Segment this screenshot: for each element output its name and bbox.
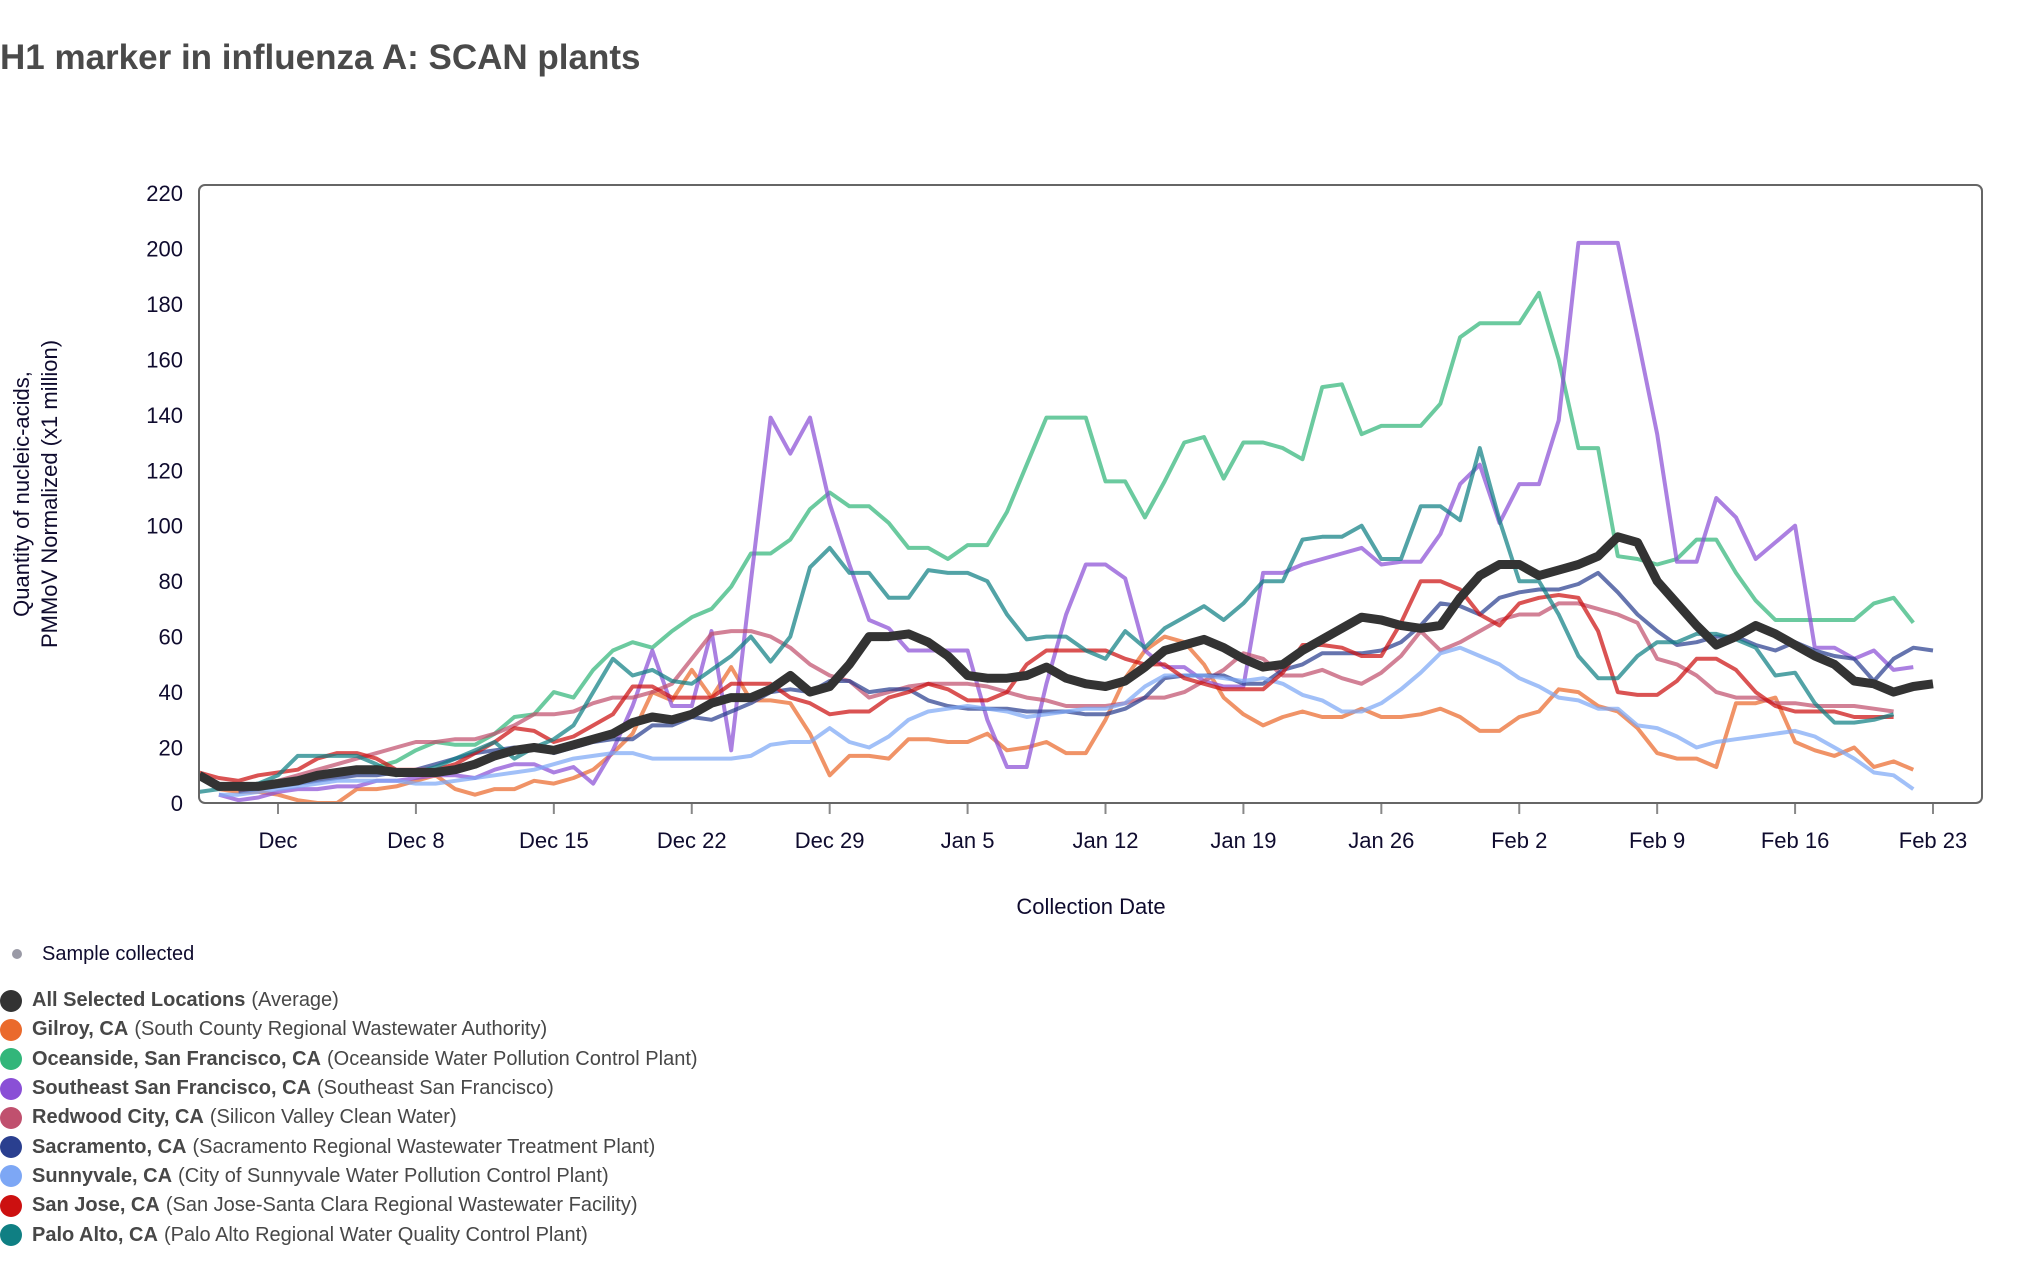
legend-item[interactable]: Southeast San Francisco, CA (Southeast Sa… [0, 1074, 698, 1103]
legend-location-name: All Selected Locations [32, 989, 246, 1012]
legend-item[interactable]: Gilroy, CA (South County Regional Wastewa… [0, 1015, 698, 1044]
legend-color-dot-icon [0, 1048, 22, 1071]
legend-item[interactable]: Palo Alto, CA (Palo Alto Regional Water Q… [0, 1220, 698, 1249]
legend-location-name: Gilroy, CA [32, 1018, 129, 1041]
x-tick-label: Jan 5 [941, 828, 995, 853]
series-layer [199, 240, 1934, 803]
y-tick-label: 80 [159, 569, 183, 594]
line-chart: Quantity of nucleic-acids, PMMoV Normaliz… [9, 181, 1983, 919]
y-axis: 0 20 40 60 80 100 120 140 160 180 200 220 [146, 181, 183, 816]
x-tick-label: Jan 19 [1210, 828, 1276, 853]
legend-location-name: Sacramento, CA [32, 1135, 187, 1158]
y-tick-label: 20 [159, 736, 183, 761]
legend-facility-name: (South County Regional Wastewater Author… [134, 1018, 548, 1041]
x-axis: Dec Dec 8 Dec 15 Dec 22 Dec 29 Jan 5 Jan 12 Jan… [258, 803, 1967, 853]
legend-color-dot-icon [0, 1018, 22, 1041]
x-tick-label: Dec 22 [657, 828, 727, 853]
x-tick-label: Dec 29 [795, 828, 865, 853]
legend-color-dot-icon [0, 989, 22, 1012]
legend-item[interactable]: San Jose, CA (San Jose-Santa Clara Region… [0, 1191, 698, 1220]
legend-location-name: San Jose, CA [32, 1194, 160, 1217]
plot-frame [198, 184, 1983, 804]
y-tick-label: 160 [146, 347, 183, 372]
x-tick-label: Dec [258, 828, 297, 853]
x-tick-label: Feb 9 [1629, 828, 1685, 853]
y-tick-label: 120 [146, 458, 183, 483]
legend-item[interactable]: Sunnyvale, CA (City of Sunnyvale Water Po… [0, 1162, 698, 1191]
legend-item[interactable]: All Selected Locations (Average) [0, 986, 698, 1015]
y-axis-title: Quantity of nucleic-acids, PMMoV Normaliz… [9, 340, 62, 648]
legend-item[interactable]: Sacramento, CA (Sacramento Regional Waste… [0, 1132, 698, 1161]
legend-color-dot-icon [0, 1224, 22, 1247]
series-line-sunnyvale-ca[interactable] [218, 645, 1915, 797]
y-tick-label: 180 [146, 292, 183, 317]
y-tick-label: 140 [146, 403, 183, 428]
legend-location-name: Oceanside, San Francisco, CA [32, 1047, 321, 1070]
legend-item[interactable]: Oceanside, San Francisco, CA (Oceanside W… [0, 1045, 698, 1074]
x-axis-title: Collection Date [1016, 894, 1165, 919]
y-tick-label: 40 [159, 680, 183, 705]
legend: Sample collected All Selected Locations(… [0, 940, 698, 1250]
legend-facility-name: (City of Sunnyvale Water Pollution Contr… [178, 1164, 609, 1187]
legend-facility-name: (Southeast San Francisco) [316, 1077, 554, 1100]
legend-color-dot-icon [0, 1106, 22, 1129]
x-tick-label: Feb 16 [1761, 828, 1830, 853]
y-axis-title-line: PMMoV Normalized (x1 million) [37, 340, 62, 648]
legend-location-name: Sunnyvale, CA [32, 1164, 173, 1187]
legend-location-name: Palo Alto, CA [32, 1223, 158, 1246]
x-tick-label: Jan 26 [1348, 828, 1414, 853]
chart-title: H1 marker in influenza A: SCAN plants [0, 38, 641, 77]
y-tick-label: 200 [146, 236, 183, 261]
legend-item[interactable]: Redwood City, CA (Silicon Valley Clean Wa… [0, 1103, 698, 1132]
y-tick-label: 220 [146, 181, 183, 206]
series-line-oceanside-san-francisco-ca[interactable] [238, 290, 1915, 789]
legend-color-dot-icon [0, 1165, 22, 1188]
x-tick-label: Jan 12 [1072, 828, 1138, 853]
legend-facility-name: (Silicon Valley Clean Water) [209, 1106, 457, 1129]
legend-location-name: Southeast San Francisco, CA [32, 1077, 311, 1100]
x-tick-label: Dec 15 [519, 828, 589, 853]
legend-sample-collected: Sample collected [0, 940, 698, 968]
legend-color-dot-icon [0, 1136, 22, 1159]
legend-facility-name: (San Jose-Santa Clara Regional Wastewate… [165, 1194, 638, 1217]
legend-facility-name: (Average) [251, 989, 339, 1012]
y-tick-label: 0 [171, 791, 183, 816]
x-tick-label: Feb 23 [1899, 828, 1968, 853]
legend-color-dot-icon [0, 1194, 22, 1217]
legend-facility-name: (Palo Alto Regional Water Quality Contro… [163, 1223, 588, 1246]
series-line-southeast-san-francisco-ca[interactable] [218, 240, 1914, 803]
series-line-redwood-city-ca[interactable] [218, 601, 1894, 792]
x-tick-label: Feb 2 [1491, 828, 1547, 853]
sample-dot-icon [12, 949, 22, 959]
x-tick-label: Dec 8 [387, 828, 444, 853]
y-axis-title-line: Quantity of nucleic-acids, [9, 371, 34, 617]
legend-facility-name: (Sacramento Regional Wastewater Treatmen… [192, 1135, 656, 1158]
series-line-all-selected-locations[interactable] [199, 532, 1934, 791]
legend-color-dot-icon [0, 1077, 22, 1100]
y-tick-label: 100 [146, 514, 183, 539]
legend-location-name: Redwood City, CA [32, 1106, 204, 1129]
series-line-gilroy-ca[interactable] [218, 634, 1915, 803]
legend-sample-label: Sample collected [42, 942, 195, 965]
series-line-palo-alto-ca[interactable] [199, 446, 1895, 794]
y-tick-label: 60 [159, 625, 183, 650]
legend-facility-name: (Oceanside Water Pollution Control Plant… [327, 1047, 698, 1070]
